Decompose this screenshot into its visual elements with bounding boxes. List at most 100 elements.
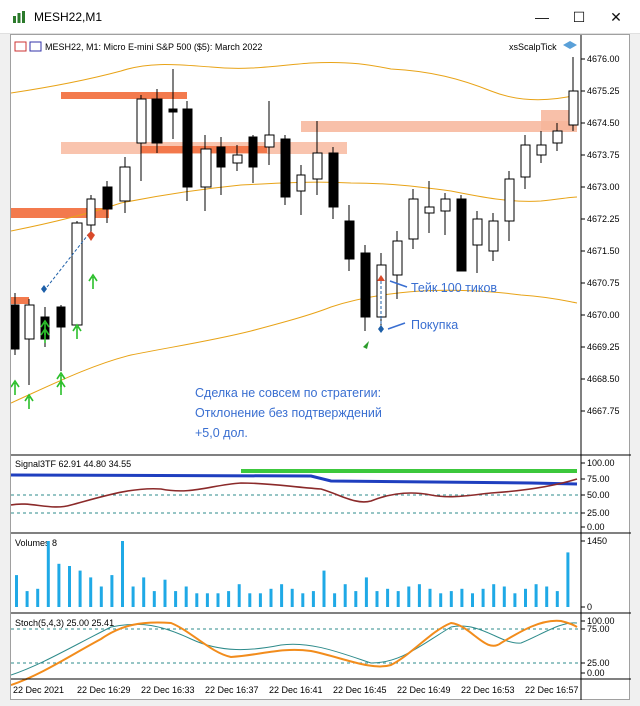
time-tick: 22 Dec 16:29 [77, 685, 131, 695]
level-tick: 50.00 [587, 490, 610, 500]
volume-bar [460, 588, 464, 607]
chart-header: MESH22, M1: Micro E-mini S&P 500 ($5): M… [14, 41, 577, 52]
close-button[interactable]: ✕ [610, 8, 622, 25]
candle [216, 137, 226, 195]
price-tick: 4668.50 [587, 374, 620, 384]
annotation-pointer [387, 322, 406, 330]
volume-bar [290, 588, 294, 607]
chart-type-icon [14, 41, 27, 52]
time-axis: 22 Dec 2021 22 Dec 16:29 22 Dec 16:33 22… [13, 685, 579, 695]
volume-bar [237, 584, 241, 607]
candle [504, 171, 515, 241]
candle [344, 205, 355, 271]
level-tick: 0.00 [587, 522, 605, 532]
green-arrow-icon [363, 341, 369, 349]
volume-bar [534, 584, 538, 607]
volume-bar [227, 591, 231, 607]
volume-bar [364, 577, 368, 607]
red-arrow-icon [87, 231, 95, 241]
volume-bar [343, 584, 347, 607]
candle [424, 181, 435, 233]
volume-panel-label: Volumes 8 [15, 538, 57, 548]
up-arrow-icon [88, 273, 98, 289]
volume-bar [301, 593, 305, 607]
zone-red [11, 208, 109, 218]
candle [232, 145, 243, 171]
blue-dot-icon [41, 285, 47, 293]
candle [408, 189, 419, 249]
level-tick: 100.00 [587, 458, 615, 468]
candle [456, 195, 467, 272]
time-tick: 22 Dec 16:57 [525, 685, 579, 695]
signal-dark-line [10, 478, 578, 508]
level-tick: 100.00 [587, 616, 615, 626]
stoch-main-line [10, 619, 578, 686]
blue-dot-icon [378, 325, 384, 333]
up-arrow-icon [40, 327, 50, 343]
annotations: Тейк 100 тиков Покупка Сделка не совсем … [195, 280, 497, 440]
volume-bar [555, 591, 559, 607]
candle [488, 213, 499, 261]
volume-bar [333, 593, 337, 607]
note-line-2: Отклонение без подтверждений [195, 406, 382, 420]
volume-bar [322, 570, 326, 607]
candle [119, 157, 131, 213]
candle [86, 195, 96, 235]
volume-bar [492, 584, 496, 607]
chart-area[interactable]: MESH22, M1: Micro E-mini S&P 500 ($5): M… [10, 34, 631, 701]
band-upper [10, 61, 578, 101]
price-tick: 4676.00 [587, 54, 620, 64]
volume-bar [481, 588, 485, 607]
volume-bar [396, 591, 400, 607]
volume-bar [68, 566, 71, 607]
stoch-panel: Stoch(5,4,3) 25.00 25.41 100.00 75.00 25… [10, 616, 615, 686]
volume-bar [163, 579, 167, 607]
price-tick: 4670.00 [587, 310, 620, 320]
level-tick: 75.00 [587, 474, 610, 484]
zone-light [541, 110, 577, 130]
candle [56, 305, 66, 371]
volume-bar [89, 577, 93, 607]
volume-bar [513, 593, 517, 607]
maximize-button[interactable]: ☐ [572, 8, 586, 25]
up-arrow-icon [24, 393, 34, 409]
time-tick: 22 Dec 2021 [13, 685, 64, 695]
volume-bar [152, 591, 156, 607]
price-tick: 4674.50 [587, 118, 620, 128]
signal-panel: Signal3TF 62.91 44.80 34.55 100.00 75.00… [10, 458, 615, 532]
volume-bar [545, 586, 549, 607]
candle [520, 135, 531, 189]
stoch-signal-line [10, 622, 578, 676]
candle [136, 95, 147, 181]
price-tick: 4672.25 [587, 214, 620, 224]
volume-bar [131, 586, 135, 607]
minimize-button[interactable]: — [535, 9, 549, 25]
take-profit-label: Тейк 100 тиков [411, 281, 497, 295]
candle [472, 211, 483, 273]
candle [200, 135, 212, 211]
candle [248, 135, 258, 183]
buy-label: Покупка [411, 318, 458, 332]
signal-panel-label: Signal3TF 62.91 44.80 34.55 [15, 459, 131, 469]
candle [328, 147, 339, 219]
volume-bar [142, 577, 146, 607]
volume-bar [78, 570, 82, 607]
volume-bars [15, 541, 570, 607]
volume-bar [449, 591, 453, 607]
annotation-pointer [389, 280, 408, 288]
candle [296, 165, 306, 215]
main-panel [11, 35, 581, 453]
candle [312, 121, 323, 195]
candle [182, 101, 193, 201]
volume-bar [566, 552, 570, 607]
time-tick: 22 Dec 16:33 [141, 685, 195, 695]
trade-markers [41, 230, 385, 349]
volume-bar [524, 588, 527, 607]
chart-canvas[interactable]: MESH22, M1: Micro E-mini S&P 500 ($5): M… [10, 35, 631, 701]
candle [151, 89, 163, 153]
volume-bar [386, 588, 390, 607]
candle [10, 293, 20, 355]
volume-bar [375, 591, 379, 607]
volume-bar [311, 591, 315, 607]
price-tick: 4667.75 [587, 406, 620, 416]
